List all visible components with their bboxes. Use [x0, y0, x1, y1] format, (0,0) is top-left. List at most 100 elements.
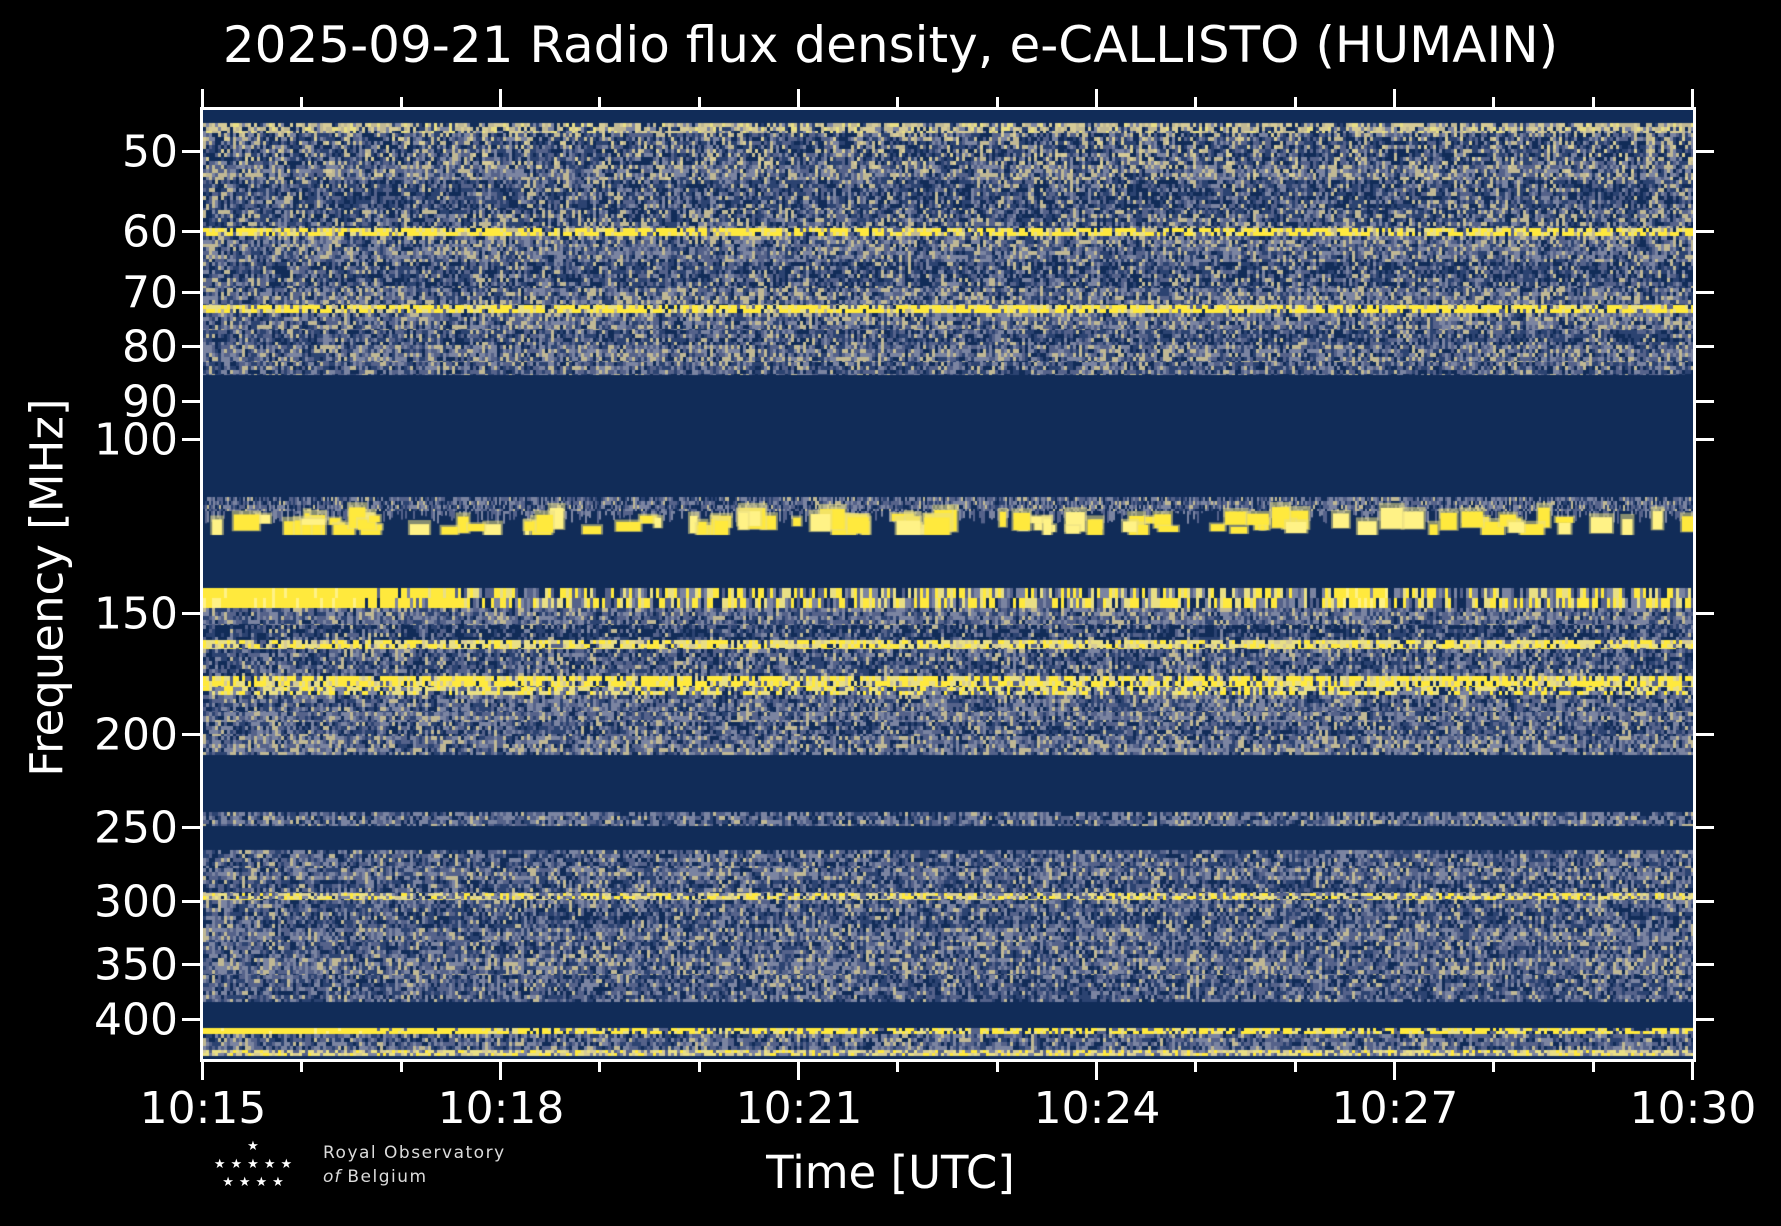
x-minor-tick-top [1194, 97, 1197, 107]
y-major-tick-left [182, 963, 200, 966]
x-tick-label: 10:21 [735, 1083, 863, 1134]
logo-star-row: ★ ★ ★ ★ [222, 1174, 284, 1192]
y-major-tick-right [1696, 612, 1714, 615]
y-major-tick-right [1696, 291, 1714, 294]
y-tick-label: 300 [94, 876, 178, 928]
logo-line2-belgium: Belgium [347, 1167, 428, 1187]
y-major-tick-right [1696, 900, 1714, 903]
x-minor-tick-bottom [400, 1062, 403, 1072]
y-tick-label: 80 [122, 321, 178, 373]
y-tick-label: 400 [94, 994, 178, 1046]
x-minor-tick-top [698, 97, 701, 107]
logo-line2-of: of [323, 1167, 342, 1187]
y-major-tick-left [182, 438, 200, 441]
logo-star-row: ★ [247, 1138, 259, 1156]
x-minor-tick-bottom [1294, 1062, 1297, 1072]
x-tick-label: 10:30 [1629, 1083, 1757, 1134]
y-tick-label: 250 [94, 802, 178, 854]
y-major-tick-left [182, 291, 200, 294]
x-tick-label: 10:18 [437, 1083, 565, 1134]
x-minor-tick-bottom [300, 1062, 303, 1072]
star-icon: ★ [255, 1175, 268, 1190]
y-tick-label: 90 [122, 376, 178, 428]
star-icon: ★ [230, 1157, 243, 1172]
logo-star-row: ★ ★ ★ ★ ★ [214, 1156, 292, 1174]
x-minor-tick-top [598, 97, 601, 107]
y-major-tick-left [182, 150, 200, 153]
star-icon: ★ [247, 1157, 259, 1172]
x-minor-tick-top [400, 97, 403, 107]
y-tick-label: 50 [122, 126, 178, 178]
logo-star-pattern: ★ ★ ★ ★ ★ ★ ★ ★ ★ ★ [205, 1138, 301, 1192]
y-major-tick-right [1696, 345, 1714, 348]
y-major-tick-right [1696, 230, 1714, 233]
y-tick-label: 200 [94, 709, 178, 761]
y-major-tick-left [182, 230, 200, 233]
x-major-tick-top [499, 89, 502, 107]
y-major-tick-left [182, 733, 200, 736]
x-minor-tick-top [300, 97, 303, 107]
y-axis-label: Frequency [MHz] [20, 398, 74, 777]
y-major-tick-left [182, 345, 200, 348]
x-minor-tick-bottom [1194, 1062, 1197, 1072]
y-major-tick-right [1696, 1018, 1714, 1021]
star-icon: ★ [280, 1157, 293, 1172]
y-major-tick-right [1696, 826, 1714, 829]
y-tick-label: 150 [94, 588, 178, 640]
x-minor-tick-top [1294, 97, 1297, 107]
y-tick-label: 70 [122, 267, 178, 319]
x-minor-tick-top [1492, 97, 1495, 107]
x-tick-label: 10:27 [1331, 1083, 1459, 1134]
x-minor-tick-bottom [698, 1062, 701, 1072]
y-major-tick-left [182, 1018, 200, 1021]
observatory-logo: ★ ★ ★ ★ ★ ★ ★ ★ ★ ★ Royal Observatory of Belgium [205, 1138, 506, 1192]
x-minor-tick-bottom [896, 1062, 899, 1072]
y-tick-label: 60 [122, 206, 178, 258]
y-major-tick-left [182, 826, 200, 829]
x-major-tick-top [797, 89, 800, 107]
x-major-tick-top [201, 89, 204, 107]
star-icon: ★ [213, 1157, 226, 1172]
x-minor-tick-bottom [598, 1062, 601, 1072]
y-major-tick-left [182, 400, 200, 403]
x-minor-tick-bottom [1492, 1062, 1495, 1072]
x-minor-tick-bottom [1592, 1062, 1595, 1072]
star-icon: ★ [272, 1175, 284, 1190]
star-icon: ★ [238, 1175, 251, 1190]
y-major-tick-right [1696, 150, 1714, 153]
spectrogram-heatmap [203, 110, 1693, 1059]
x-minor-tick-top [996, 97, 999, 107]
star-icon: ★ [222, 1175, 234, 1190]
x-major-tick-bottom [1393, 1062, 1396, 1080]
x-major-tick-bottom [1095, 1062, 1098, 1080]
chart-title: 2025-09-21 Radio flux density, e-CALLIST… [222, 16, 1559, 74]
x-major-tick-top [1095, 89, 1098, 107]
star-icon: ★ [263, 1157, 276, 1172]
y-tick-label: 350 [94, 939, 178, 991]
y-major-tick-right [1696, 963, 1714, 966]
x-axis-label: Time [UTC] [766, 1146, 1015, 1199]
x-major-tick-bottom [1691, 1062, 1694, 1080]
star-icon: ★ [247, 1139, 259, 1154]
y-major-tick-right [1696, 400, 1714, 403]
x-major-tick-bottom [499, 1062, 502, 1080]
y-major-tick-left [182, 900, 200, 903]
x-minor-tick-bottom [996, 1062, 999, 1072]
plot-frame [200, 107, 1696, 1062]
x-minor-tick-top [896, 97, 899, 107]
y-major-tick-right [1696, 438, 1714, 441]
logo-text: Royal Observatory of Belgium [323, 1141, 506, 1189]
x-major-tick-top [1691, 89, 1694, 107]
y-tick-label: 100 [94, 414, 178, 466]
y-major-tick-right [1696, 733, 1714, 736]
logo-line1: Royal Observatory [323, 1143, 506, 1163]
x-minor-tick-top [1592, 97, 1595, 107]
x-major-tick-bottom [201, 1062, 204, 1080]
x-major-tick-top [1393, 89, 1396, 107]
x-major-tick-bottom [797, 1062, 800, 1080]
y-major-tick-left [182, 612, 200, 615]
logo-line2: of Belgium [323, 1165, 506, 1189]
x-tick-label: 10:15 [139, 1083, 267, 1134]
x-tick-label: 10:24 [1033, 1083, 1161, 1134]
